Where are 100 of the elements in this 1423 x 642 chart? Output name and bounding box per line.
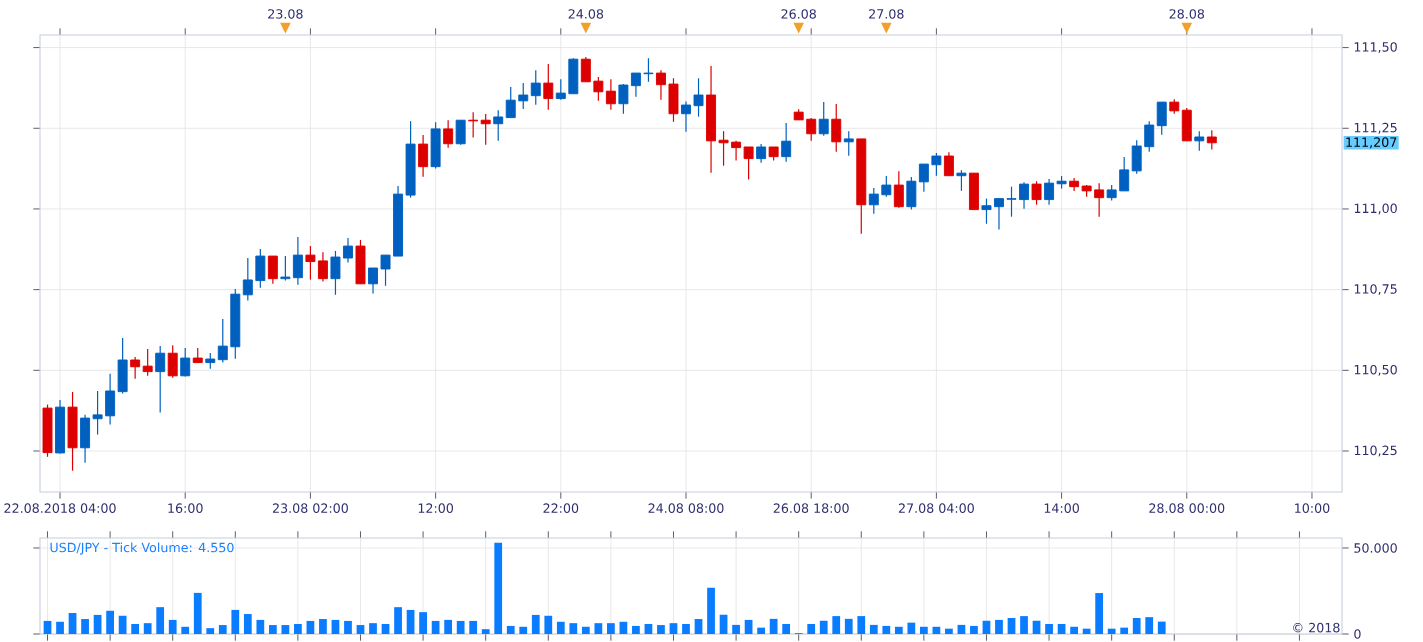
bar xyxy=(594,623,603,634)
candlestick xyxy=(818,101,829,137)
candlestick xyxy=(368,267,378,295)
bar xyxy=(168,619,177,634)
candlestick xyxy=(593,76,604,102)
bar xyxy=(419,612,427,634)
bar xyxy=(243,614,252,634)
bar xyxy=(732,624,740,634)
bar xyxy=(156,607,165,634)
candlestick xyxy=(455,119,466,146)
bar xyxy=(581,626,590,634)
candlestick xyxy=(380,254,391,287)
candlestick xyxy=(994,198,1004,231)
candlestick xyxy=(180,347,191,378)
bar xyxy=(882,625,891,634)
candlestick xyxy=(681,100,691,133)
bar xyxy=(819,620,828,634)
x-tick-label: 23.08 02:00 xyxy=(272,503,348,513)
candlestick xyxy=(518,82,529,110)
candlestick xyxy=(530,69,541,106)
bar xyxy=(206,628,215,634)
bar xyxy=(406,609,415,634)
bar xyxy=(569,623,578,634)
text: 24.08 xyxy=(568,9,604,19)
candlestick xyxy=(280,255,291,282)
x-tick-label: 10:00 xyxy=(1295,503,1330,513)
bar xyxy=(769,618,778,634)
text: 111,207 xyxy=(1346,137,1397,149)
bar xyxy=(68,613,77,634)
candlestick xyxy=(868,187,879,215)
bar xyxy=(694,619,703,634)
bar xyxy=(494,542,503,634)
candlestick xyxy=(743,146,754,181)
bar xyxy=(81,619,89,634)
candlestick xyxy=(443,119,454,149)
candlestick xyxy=(843,130,854,157)
x-tick-label: 14:00 xyxy=(1044,503,1079,513)
candlestick xyxy=(292,236,303,286)
bar xyxy=(1007,618,1016,634)
bar xyxy=(531,614,540,634)
bar xyxy=(131,624,140,634)
bar xyxy=(106,610,114,634)
bar xyxy=(181,626,190,634)
bar xyxy=(1095,593,1104,634)
bar xyxy=(469,620,478,634)
bar xyxy=(381,624,390,634)
candlestick xyxy=(881,175,892,198)
candlestick xyxy=(630,72,641,98)
text: 28.08 xyxy=(1169,9,1205,19)
bar xyxy=(93,614,102,634)
x-tick-label: 28.08 00:00 xyxy=(1149,503,1225,513)
y-tick-label: 111,00 xyxy=(1354,203,1397,215)
bar xyxy=(1132,618,1141,634)
x-tick-label: 22.08.2018 04:00 xyxy=(4,503,116,513)
bar xyxy=(1082,628,1091,634)
candlestick xyxy=(1044,178,1055,206)
candlestick xyxy=(305,245,316,281)
x-tick-label: 24.08 08:00 xyxy=(648,503,724,513)
candlestick xyxy=(418,134,429,178)
bar xyxy=(231,609,240,634)
bar xyxy=(506,625,515,634)
candlestick xyxy=(605,78,616,111)
candlestick xyxy=(130,356,141,380)
candlestick xyxy=(1031,180,1042,206)
candlestick xyxy=(1019,181,1029,210)
bar xyxy=(844,618,853,634)
bar xyxy=(894,626,903,634)
bar xyxy=(369,623,377,634)
candlestick xyxy=(643,57,654,83)
bar xyxy=(1145,617,1154,634)
y-tick-label: 111,50 xyxy=(1354,42,1397,54)
bar xyxy=(143,623,152,634)
y-tick-label: 50.000 xyxy=(1354,543,1397,553)
bar xyxy=(218,625,227,634)
candlestick xyxy=(981,198,992,225)
candlestick xyxy=(1194,130,1205,152)
candlestick xyxy=(943,151,954,177)
candlestick xyxy=(893,170,904,209)
candlestick xyxy=(693,77,704,118)
bar xyxy=(607,623,615,634)
x-tick-label: 12:00 xyxy=(418,503,454,513)
candlestick xyxy=(918,163,929,193)
bar xyxy=(1120,627,1129,634)
chart-title: USD/JPY - Tick Volume: 4.550 xyxy=(50,542,234,555)
bar xyxy=(1045,624,1053,634)
bar xyxy=(995,619,1003,634)
candlestick xyxy=(618,83,629,115)
text: 27.08 xyxy=(869,9,904,19)
candlestick xyxy=(92,390,103,436)
x-tick-label: 26.08 18:00 xyxy=(773,503,849,513)
bar xyxy=(118,615,127,634)
candlestick xyxy=(931,152,942,177)
candlestick xyxy=(267,255,278,285)
y-tick-label: 111,25 xyxy=(1354,122,1397,134)
bar xyxy=(481,629,490,634)
bar xyxy=(268,625,277,634)
bar xyxy=(807,624,816,634)
candlestick xyxy=(343,237,353,264)
candlestick xyxy=(718,130,729,167)
bar xyxy=(281,625,290,634)
